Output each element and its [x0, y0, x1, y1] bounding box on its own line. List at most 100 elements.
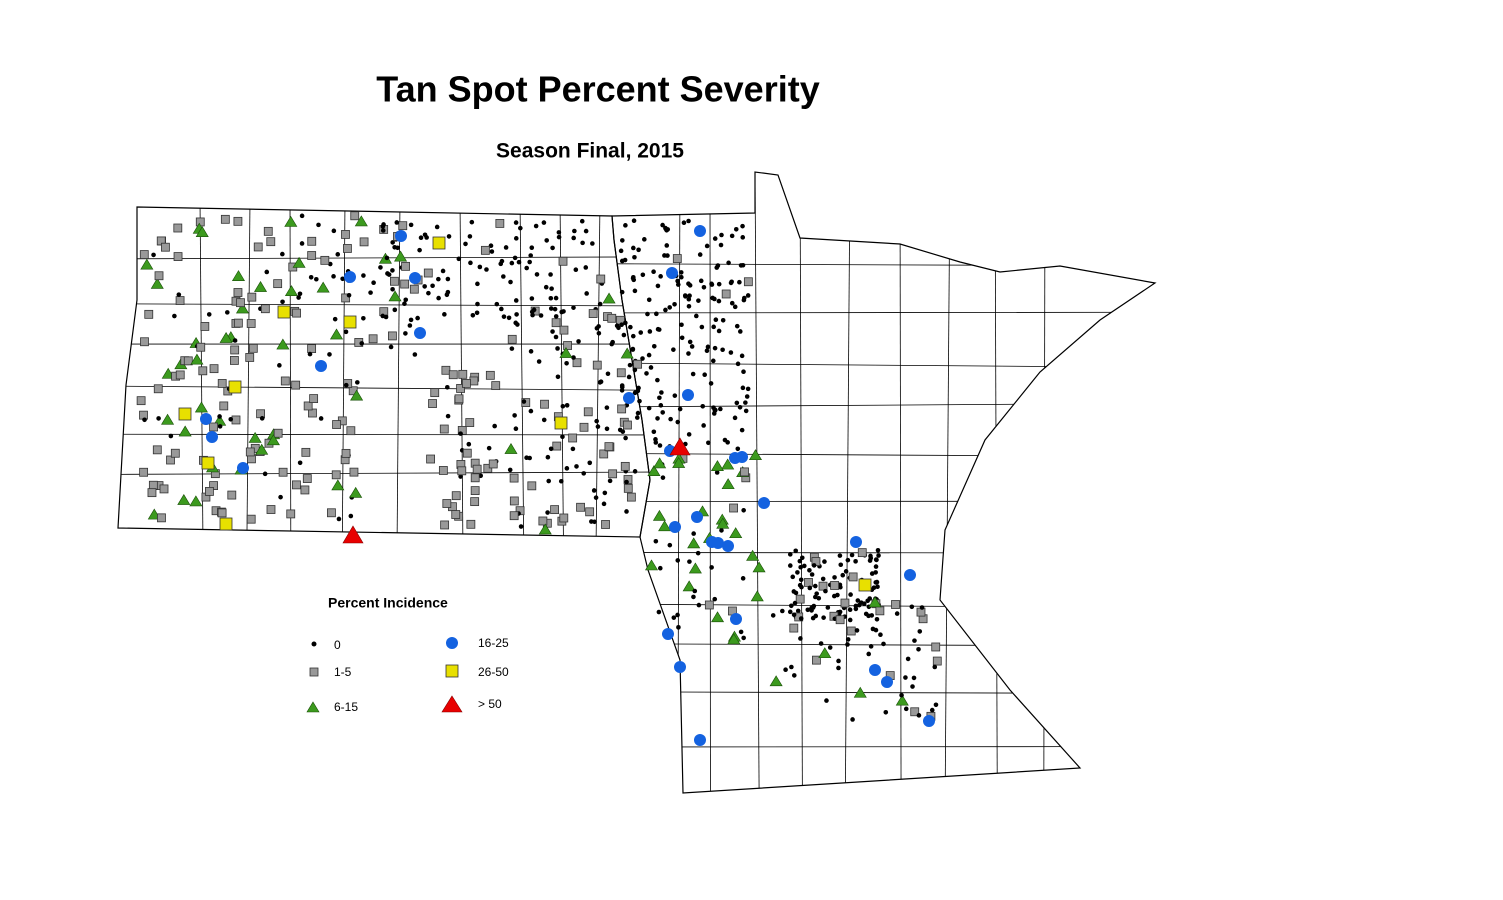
point-0	[587, 460, 593, 466]
county-line	[246, 207, 251, 537]
point-0	[645, 311, 650, 317]
point-1-5	[248, 343, 258, 353]
point-0	[714, 265, 720, 270]
point-0	[297, 460, 303, 466]
point-0	[720, 347, 725, 353]
point-1-5	[400, 279, 410, 289]
point-1-5	[286, 509, 296, 519]
point-1-5	[401, 261, 410, 271]
point-0	[591, 488, 597, 493]
point-0	[385, 271, 390, 276]
point-1-5	[302, 474, 312, 483]
point-0	[740, 385, 746, 391]
point-0	[528, 408, 534, 414]
point-1-5	[470, 497, 480, 507]
point-0	[659, 390, 664, 395]
point-1-5	[491, 381, 501, 391]
point-6-15	[711, 611, 725, 623]
point-0	[509, 346, 515, 351]
point-0	[875, 584, 880, 590]
point-0	[383, 314, 389, 320]
point-0	[607, 478, 613, 484]
county-line	[754, 172, 760, 793]
point-1-5	[568, 433, 578, 443]
point-1-5	[462, 379, 471, 388]
point-6-15	[276, 338, 290, 350]
point-0	[671, 615, 677, 620]
point-1-5	[368, 334, 378, 344]
point-6-15	[195, 226, 209, 237]
point-0	[726, 260, 731, 266]
point-1-5	[469, 376, 479, 386]
point-0	[571, 355, 576, 360]
point-1-5	[332, 420, 341, 429]
point-0	[468, 260, 473, 266]
point-1-5	[307, 251, 317, 260]
point-0	[845, 557, 851, 563]
point-0	[894, 611, 900, 616]
point-0	[280, 251, 285, 257]
point-over-50	[669, 437, 691, 456]
point-0	[560, 403, 566, 409]
point-0	[695, 550, 701, 556]
county-line	[519, 207, 525, 537]
point-0	[798, 636, 803, 641]
point-1-5	[157, 513, 166, 523]
point-0	[638, 330, 644, 335]
point-1-5	[495, 219, 505, 228]
point-0	[687, 293, 692, 298]
point-0	[870, 626, 876, 632]
point-0	[528, 253, 533, 258]
point-0	[614, 323, 620, 329]
point-1-5	[550, 505, 559, 515]
point-0	[917, 629, 923, 634]
point-1-5	[398, 221, 408, 231]
point-0	[513, 236, 519, 241]
point-0	[734, 323, 740, 329]
point-1-5	[538, 516, 548, 526]
point-0	[793, 590, 799, 596]
point-0	[712, 236, 718, 241]
point-0	[651, 269, 656, 275]
point-0	[874, 579, 880, 585]
point-0	[655, 377, 660, 383]
point-0	[787, 552, 793, 557]
point-0	[513, 220, 519, 225]
point-1-5	[349, 467, 359, 477]
point-1-5	[743, 277, 753, 287]
point-0	[705, 344, 711, 350]
point-0	[657, 395, 662, 401]
point-0	[621, 332, 627, 338]
point-1-5	[729, 503, 739, 513]
point-1-5	[148, 480, 158, 490]
point-1-5	[617, 404, 627, 414]
point-0	[812, 583, 818, 589]
point-0	[622, 257, 628, 263]
point-0	[426, 290, 431, 296]
point-26-50	[554, 416, 568, 430]
point-1-5	[559, 325, 569, 335]
point-0	[704, 243, 710, 249]
point-26-50	[228, 380, 242, 394]
point-0	[593, 495, 599, 500]
point-0	[728, 350, 734, 355]
point-0	[545, 454, 551, 460]
point-0	[259, 416, 265, 421]
point-0	[712, 596, 718, 602]
point-0	[545, 510, 550, 515]
point-0	[543, 284, 549, 290]
point-1-5	[579, 422, 589, 432]
point-1-5	[576, 502, 585, 512]
point-1-5	[804, 578, 813, 587]
point-0	[619, 383, 625, 388]
point-0	[720, 317, 726, 323]
point-0	[709, 565, 714, 570]
point-0	[722, 437, 728, 443]
point-0	[672, 301, 677, 307]
point-1-5	[891, 600, 900, 609]
point-6-15	[316, 281, 330, 293]
point-0	[359, 341, 365, 346]
point-0	[548, 272, 553, 277]
point-0	[648, 365, 654, 370]
point-0	[789, 664, 794, 670]
